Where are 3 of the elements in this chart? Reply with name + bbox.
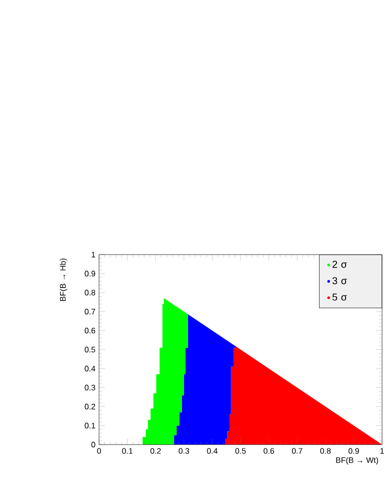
legend-label: 5 σ	[332, 294, 348, 301]
legend-label: 3 σ	[332, 277, 348, 284]
legend-label: 2 σ	[332, 260, 348, 268]
